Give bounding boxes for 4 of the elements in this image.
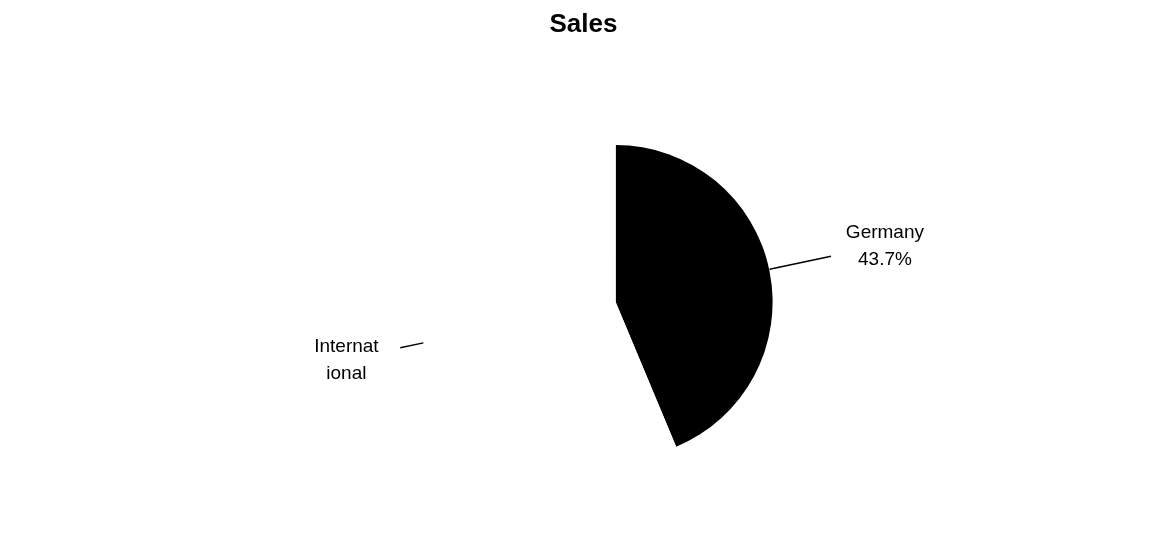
chart-title: Sales bbox=[549, 7, 618, 38]
slice-label: Internat ional bbox=[314, 335, 380, 384]
data-label: 43.7% bbox=[858, 247, 912, 269]
slice-label: Germany bbox=[845, 220, 925, 242]
